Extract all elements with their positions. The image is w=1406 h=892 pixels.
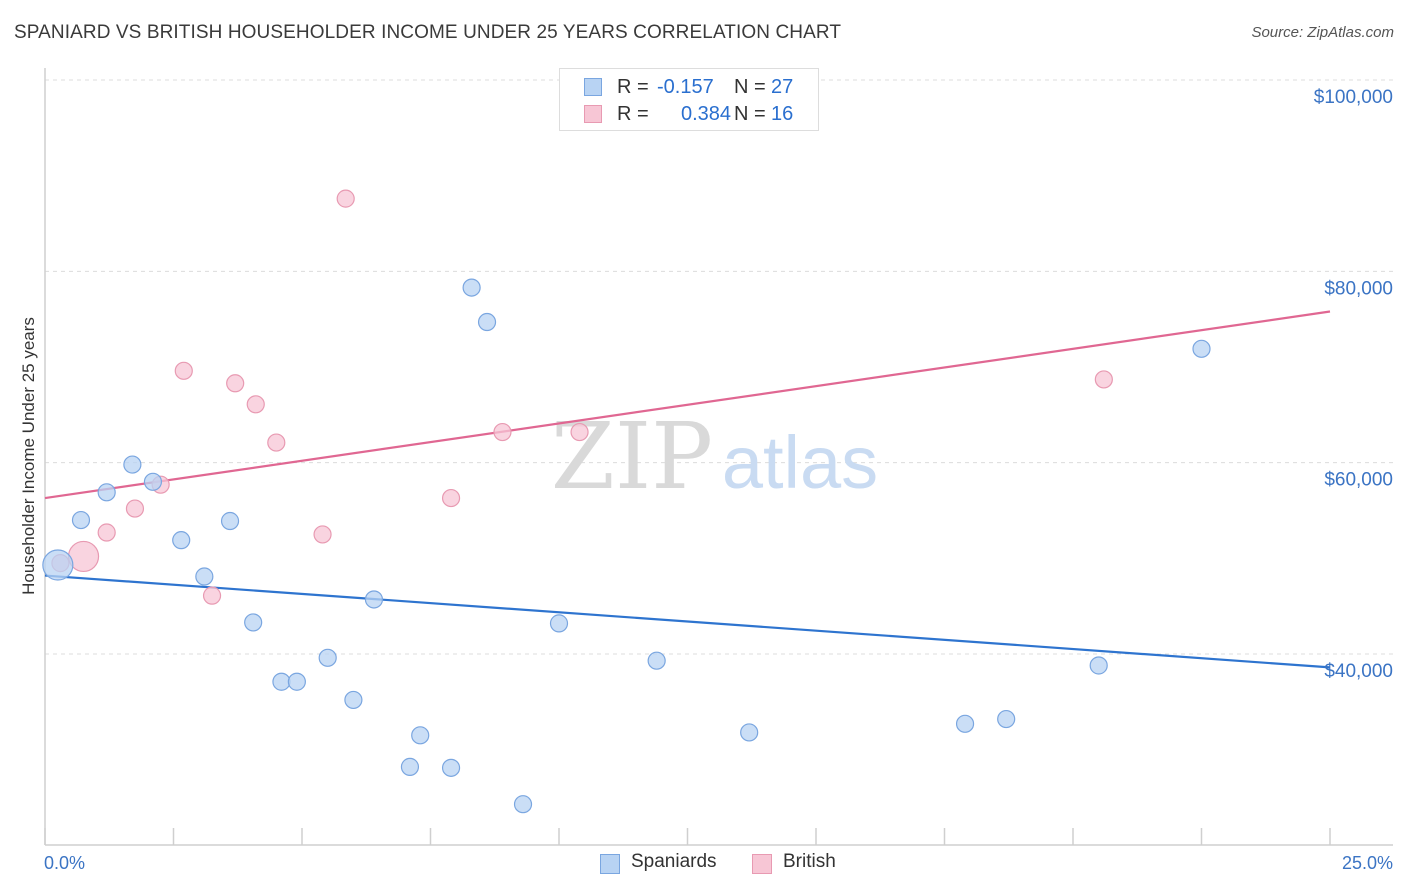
spaniards-point (344, 690, 363, 710)
legend-r-value: -0.157 (657, 76, 714, 98)
spaniards-point (462, 278, 481, 297)
spaniards-point (172, 531, 191, 550)
spaniards-point (1089, 656, 1108, 675)
x-tick-label: 0.0% (44, 853, 85, 873)
british-point (267, 433, 286, 452)
spaniards-swatch (584, 78, 602, 96)
spaniards-point (441, 758, 461, 777)
british-point (493, 422, 512, 442)
axes (44, 68, 1393, 846)
spaniards-point (549, 614, 569, 633)
british-point (441, 488, 461, 508)
spaniards-point (318, 648, 337, 667)
legend-r-label: R = (617, 76, 649, 98)
british-trend-line (44, 310, 1331, 500)
watermark-atlas: atlas (722, 421, 878, 504)
spaniards-point (244, 613, 263, 632)
gridlines (45, 79, 1393, 655)
british-legend-label: British (783, 851, 836, 872)
british-legend-swatch (752, 854, 772, 874)
spaniards-point (955, 714, 975, 733)
y-axis-title: Householder Income Under 25 years (19, 317, 38, 595)
spaniards-legend-label: Spaniards (631, 851, 717, 872)
data-points (42, 189, 1211, 814)
spaniards-point (400, 757, 420, 776)
watermark-zip: ZIP (551, 403, 713, 510)
british-point (246, 395, 265, 414)
legend-r-value: 0.384 (681, 103, 732, 125)
spaniards-point (1192, 339, 1211, 358)
y-tick-label: $60,000 (1324, 470, 1393, 491)
y-tick-label: $80,000 (1324, 278, 1393, 299)
legend-n-value: 27 (771, 76, 794, 98)
british-point (1094, 370, 1113, 389)
legend-n-value: 16 (771, 103, 794, 125)
british-point (313, 525, 332, 544)
spaniards-trend-line (44, 574, 1331, 669)
trend-lines (44, 310, 1331, 669)
spaniards-point (195, 567, 214, 586)
british-point (202, 586, 222, 605)
british-point (125, 499, 145, 518)
chart-title: SPANIARD VS BRITISH HOUSEHOLDER INCOME U… (14, 22, 842, 43)
spaniards-point (647, 651, 666, 670)
spaniards-point (272, 672, 291, 691)
spaniards-point (513, 795, 533, 814)
spaniards-point (411, 726, 430, 745)
legend-n-label: N = (734, 76, 766, 98)
british-point (226, 374, 245, 393)
spaniards-point (740, 723, 759, 742)
spaniards-point (997, 709, 1016, 729)
british-point (570, 422, 589, 442)
spaniards-point (287, 672, 306, 691)
spaniards-point (364, 590, 384, 609)
y-tick-label: $40,000 (1324, 661, 1393, 682)
spaniards-legend-swatch (600, 854, 620, 874)
british-swatch (584, 105, 602, 123)
spaniards-point (477, 312, 497, 332)
source-label: Source: ZipAtlas.com (1251, 24, 1394, 41)
spaniards-point (71, 510, 91, 530)
british-point (97, 523, 116, 542)
spaniards-point (97, 483, 116, 502)
british-point (336, 189, 355, 208)
x-tick-label: 25.0% (1342, 853, 1393, 873)
british-point (174, 361, 193, 380)
watermark: ZIP atlas (551, 403, 878, 510)
spaniards-point (143, 472, 163, 491)
legend-n-label: N = (734, 103, 766, 125)
legend-r-label: R = (617, 103, 649, 125)
correlation-legend: R = -0.157 N = 27 R = 0.384 N = 16 (559, 68, 819, 131)
spaniards-point (42, 549, 74, 581)
tick-labels: $40,000 $60,000 $80,000 $100,000 0.0% 25.0% (44, 87, 1393, 873)
spaniards-point (123, 455, 142, 474)
y-tick-label: $100,000 (1314, 87, 1393, 108)
spaniards-point (220, 511, 240, 531)
